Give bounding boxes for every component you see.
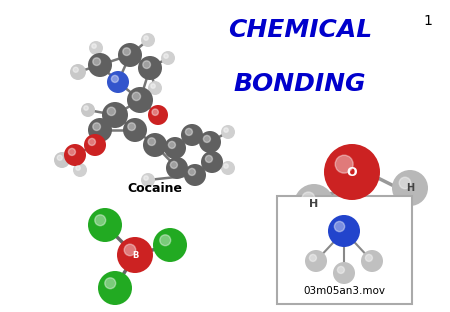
Circle shape bbox=[84, 106, 88, 110]
Circle shape bbox=[310, 254, 316, 261]
Circle shape bbox=[128, 123, 135, 130]
Circle shape bbox=[73, 67, 78, 72]
Circle shape bbox=[89, 41, 103, 55]
Circle shape bbox=[73, 163, 87, 177]
Circle shape bbox=[392, 170, 428, 206]
Circle shape bbox=[144, 176, 148, 180]
Circle shape bbox=[224, 164, 228, 168]
Circle shape bbox=[185, 129, 193, 135]
Circle shape bbox=[95, 215, 106, 226]
Circle shape bbox=[123, 118, 147, 142]
Circle shape bbox=[334, 222, 345, 232]
Circle shape bbox=[199, 131, 221, 153]
Circle shape bbox=[338, 266, 344, 273]
Circle shape bbox=[70, 64, 86, 80]
Circle shape bbox=[221, 125, 235, 139]
Circle shape bbox=[141, 33, 155, 47]
Circle shape bbox=[361, 250, 383, 272]
Text: O: O bbox=[346, 165, 357, 178]
Circle shape bbox=[118, 43, 142, 67]
Circle shape bbox=[164, 54, 168, 58]
Circle shape bbox=[305, 250, 327, 272]
Circle shape bbox=[107, 71, 129, 93]
Circle shape bbox=[328, 215, 360, 247]
Circle shape bbox=[365, 254, 373, 261]
Circle shape bbox=[141, 173, 155, 187]
Circle shape bbox=[81, 103, 95, 117]
Circle shape bbox=[160, 235, 171, 246]
Circle shape bbox=[333, 262, 355, 284]
Circle shape bbox=[132, 92, 140, 100]
Circle shape bbox=[57, 155, 62, 160]
Circle shape bbox=[88, 139, 95, 145]
Circle shape bbox=[68, 149, 76, 155]
Circle shape bbox=[151, 84, 155, 88]
Circle shape bbox=[123, 48, 130, 56]
Bar bbox=[277, 196, 412, 304]
Text: Cocaine: Cocaine bbox=[127, 182, 183, 195]
Circle shape bbox=[161, 51, 175, 65]
Circle shape bbox=[84, 134, 106, 156]
Circle shape bbox=[203, 135, 211, 143]
Circle shape bbox=[302, 192, 315, 205]
Circle shape bbox=[181, 124, 203, 146]
Circle shape bbox=[64, 144, 86, 166]
Circle shape bbox=[168, 141, 176, 149]
Text: B: B bbox=[132, 251, 138, 260]
Circle shape bbox=[54, 152, 70, 168]
Circle shape bbox=[102, 102, 128, 128]
Circle shape bbox=[201, 151, 223, 173]
Text: 1: 1 bbox=[423, 14, 432, 28]
Circle shape bbox=[138, 56, 162, 80]
Circle shape bbox=[335, 155, 353, 173]
Circle shape bbox=[153, 228, 187, 262]
Circle shape bbox=[166, 157, 188, 179]
Circle shape bbox=[76, 166, 80, 170]
Text: 03m05an3.mov: 03m05an3.mov bbox=[303, 286, 385, 296]
Circle shape bbox=[148, 138, 156, 145]
Circle shape bbox=[88, 208, 122, 242]
Circle shape bbox=[143, 61, 150, 68]
Circle shape bbox=[164, 137, 186, 159]
Circle shape bbox=[93, 58, 100, 66]
Circle shape bbox=[117, 237, 153, 273]
Text: CHEMICAL: CHEMICAL bbox=[228, 18, 372, 42]
Circle shape bbox=[224, 128, 228, 132]
Circle shape bbox=[98, 271, 132, 305]
Circle shape bbox=[92, 44, 96, 48]
Circle shape bbox=[107, 107, 116, 115]
Circle shape bbox=[124, 244, 136, 256]
Circle shape bbox=[93, 123, 100, 130]
Circle shape bbox=[88, 53, 112, 77]
Circle shape bbox=[143, 133, 167, 157]
Text: H: H bbox=[406, 183, 414, 193]
Circle shape bbox=[205, 155, 212, 163]
Circle shape bbox=[152, 109, 158, 115]
Circle shape bbox=[294, 184, 334, 224]
Circle shape bbox=[127, 87, 153, 113]
Circle shape bbox=[171, 161, 177, 168]
Text: H: H bbox=[310, 199, 319, 209]
Circle shape bbox=[399, 177, 411, 189]
Circle shape bbox=[148, 81, 162, 95]
Circle shape bbox=[105, 278, 116, 289]
Circle shape bbox=[148, 105, 168, 125]
Circle shape bbox=[88, 118, 112, 142]
Circle shape bbox=[112, 76, 118, 82]
Circle shape bbox=[324, 144, 380, 200]
Circle shape bbox=[221, 161, 235, 175]
Circle shape bbox=[184, 164, 206, 186]
Circle shape bbox=[144, 36, 148, 40]
Text: BONDING: BONDING bbox=[234, 72, 366, 96]
Circle shape bbox=[189, 168, 195, 175]
